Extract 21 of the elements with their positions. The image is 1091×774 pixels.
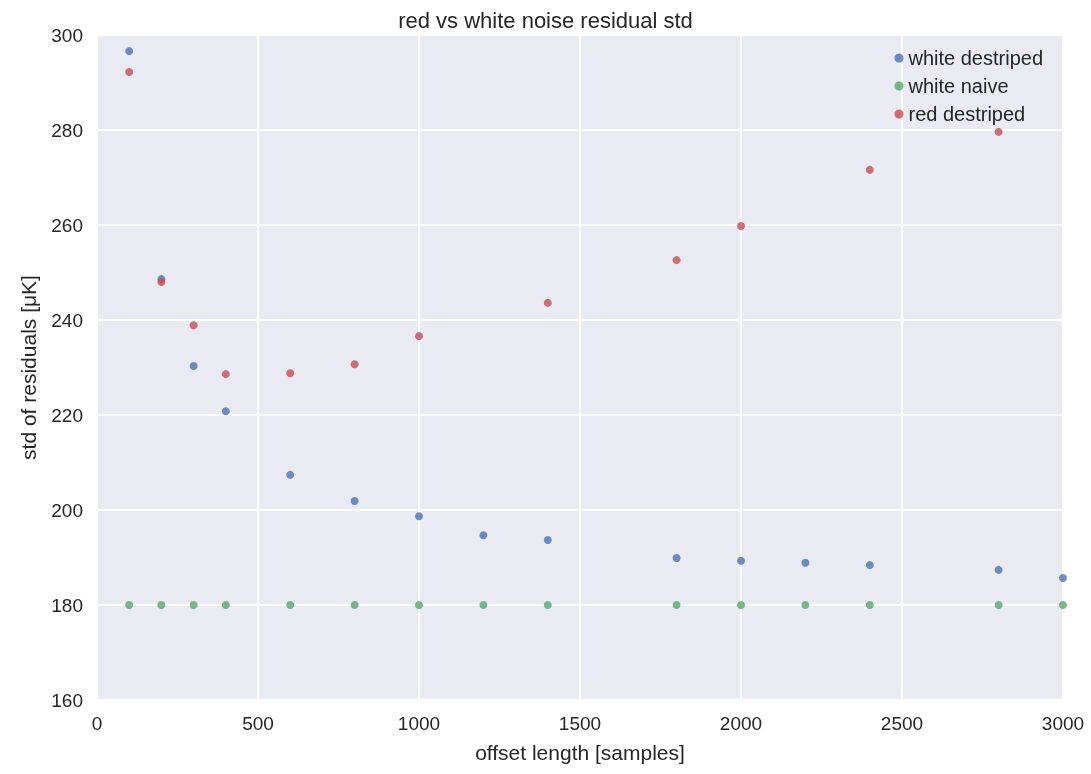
x-tick-label: 1500 xyxy=(558,713,602,734)
y-tick-label: 180 xyxy=(51,594,83,616)
legend-label: white destriped xyxy=(907,47,1044,69)
y-tick-label: 200 xyxy=(51,499,83,521)
x-tick-label: 500 xyxy=(242,713,274,734)
y-tick-label: 240 xyxy=(51,309,83,331)
y-axis-title: std of residuals [μK] xyxy=(17,275,40,460)
x-tick-label: 0 xyxy=(91,713,103,734)
legend-label: red destriped xyxy=(908,103,1026,125)
x-tick-label: 2500 xyxy=(880,713,924,734)
x-axis-title: offset length [samples] xyxy=(475,741,685,764)
x-tick-label: 3000 xyxy=(1041,713,1085,734)
y-tick-label: 300 xyxy=(51,24,83,46)
y-tick-label: 280 xyxy=(51,119,83,141)
x-tick-label: 2000 xyxy=(719,713,763,734)
y-tick-label: 260 xyxy=(51,214,83,236)
y-tick-label: 160 xyxy=(51,689,83,711)
x-tick-label: 1000 xyxy=(397,713,441,734)
legend-label: white naive xyxy=(907,75,1009,97)
chart-title: red vs white noise residual std xyxy=(398,7,693,33)
y-tick-label: 220 xyxy=(51,404,83,426)
